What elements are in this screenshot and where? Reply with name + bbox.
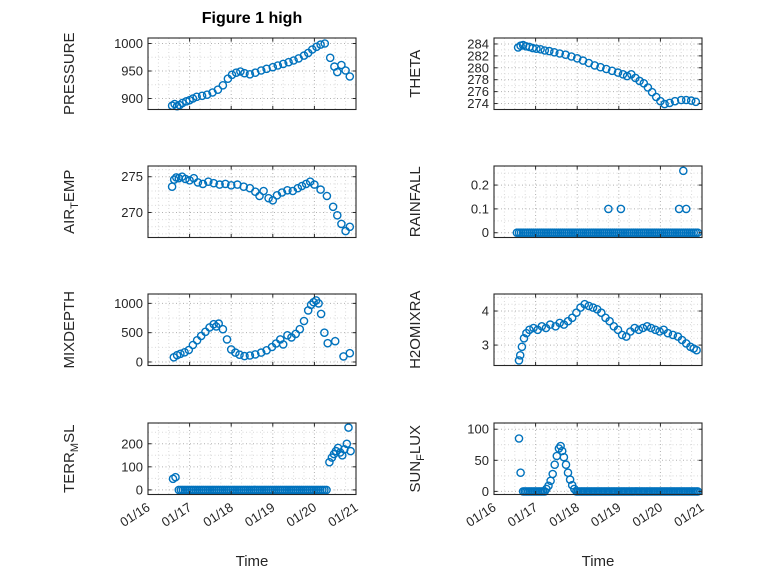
figure-title: Figure 1 high <box>201 10 303 27</box>
axes-box <box>147 422 357 496</box>
y-tick-labels: 0 100 200 <box>121 436 143 497</box>
ylabel-theta: THETA <box>407 50 424 98</box>
ylabel-rainfall: RAINFALL <box>407 166 424 237</box>
svg-text:01/17: 01/17 <box>505 499 540 529</box>
svg-text:278: 278 <box>467 72 489 87</box>
svg-text:0.1: 0.1 <box>471 201 489 216</box>
svg-text:100: 100 <box>121 459 143 474</box>
svg-text:282: 282 <box>467 48 489 63</box>
ylabel-terr-msl: TERRMSL <box>61 425 81 493</box>
svg-text:1000: 1000 <box>114 296 143 311</box>
xlabel-time-right: Time <box>581 553 615 570</box>
data-points-layer <box>513 40 701 109</box>
ylabel-h2omixra: H2OMIXRA <box>407 291 424 369</box>
svg-text:01/16: 01/16 <box>117 499 152 529</box>
svg-text:01/20: 01/20 <box>630 499 665 529</box>
grid-lines <box>147 423 357 495</box>
grid-lines <box>493 423 703 495</box>
axes-box <box>493 293 703 367</box>
svg-text:500: 500 <box>121 325 143 340</box>
y-tick-labels: 0 50 100 <box>467 422 489 499</box>
svg-text:3: 3 <box>482 338 489 353</box>
ylabel-mixdepth: MIXDEPTH <box>61 291 78 369</box>
subplot-rainfall: 0 0.1 0.2 RAINFALL <box>407 165 703 241</box>
data-points-layer <box>168 423 355 495</box>
svg-text:280: 280 <box>467 60 489 75</box>
x-tick-labels: 01/16 01/17 01/18 01/19 01/20 01/21 <box>117 499 360 529</box>
axes-box <box>493 37 703 111</box>
x-tick-labels: 01/16 01/17 01/18 01/19 01/20 01/21 <box>463 499 706 529</box>
axes-box <box>147 293 357 367</box>
subplot-pressure: 900 950 1000 PRESSURE <box>61 32 357 115</box>
svg-text:0: 0 <box>136 354 143 369</box>
svg-text:01/18: 01/18 <box>200 499 235 529</box>
svg-text:01/18: 01/18 <box>546 499 581 529</box>
data-points-layer <box>514 299 701 365</box>
svg-text:276: 276 <box>467 84 489 99</box>
svg-text:284: 284 <box>467 36 489 51</box>
data-points-layer <box>514 434 703 496</box>
svg-text:01/21: 01/21 <box>325 499 360 529</box>
y-tick-labels: 270 275 <box>121 169 143 220</box>
ylabel-air-temp: AIRTEMP <box>61 170 81 234</box>
svg-text:274: 274 <box>467 96 489 111</box>
svg-text:1000: 1000 <box>114 36 143 51</box>
ylabel-sun-flux: SUNFLUX <box>407 425 427 493</box>
svg-text:01/19: 01/19 <box>242 499 277 529</box>
subplot-air-temp: 270 275 AIRTEMP <box>61 165 357 239</box>
subplot-sun-flux: 0 50 100 SUNFLUX 01/16 01/17 01/18 01/19 01/20 01… <box>407 422 707 530</box>
data-points-layer <box>512 166 703 237</box>
svg-text:0: 0 <box>482 225 489 240</box>
ylabel-pressure: PRESSURE <box>61 32 78 115</box>
grid-lines <box>493 166 703 238</box>
y-tick-labels: 0 500 1000 <box>114 296 143 370</box>
data-points-layer <box>167 39 355 111</box>
svg-text:0: 0 <box>482 484 489 499</box>
svg-text:100: 100 <box>467 422 489 437</box>
data-points-layer <box>167 172 355 236</box>
svg-text:0.2: 0.2 <box>471 178 489 193</box>
svg-text:0: 0 <box>136 482 143 497</box>
svg-text:900: 900 <box>121 91 143 106</box>
svg-text:4: 4 <box>482 304 489 319</box>
svg-text:01/19: 01/19 <box>588 499 623 529</box>
axes-box <box>147 37 357 111</box>
svg-text:01/17: 01/17 <box>159 499 194 529</box>
data-points-layer <box>169 296 355 362</box>
svg-text:01/16: 01/16 <box>463 499 498 529</box>
svg-text:275: 275 <box>121 169 143 184</box>
axes-box <box>147 165 357 239</box>
xlabel-time-left: Time <box>235 553 269 570</box>
axes-box <box>493 165 703 239</box>
subplot-mixdepth: 0 500 1000 MIXDEPTH <box>61 291 357 370</box>
svg-text:950: 950 <box>121 64 143 79</box>
y-tick-labels: 0 0.1 0.2 <box>471 178 489 241</box>
svg-text:01/21: 01/21 <box>671 499 706 529</box>
grid-lines <box>493 37 703 110</box>
axes-box <box>493 422 703 496</box>
svg-text:200: 200 <box>121 436 143 451</box>
svg-text:270: 270 <box>121 205 143 220</box>
y-tick-labels: 34 <box>482 304 489 353</box>
svg-text:50: 50 <box>475 453 489 468</box>
y-tick-labels: 900 950 1000 <box>114 36 143 106</box>
svg-text:01/20: 01/20 <box>284 499 319 529</box>
